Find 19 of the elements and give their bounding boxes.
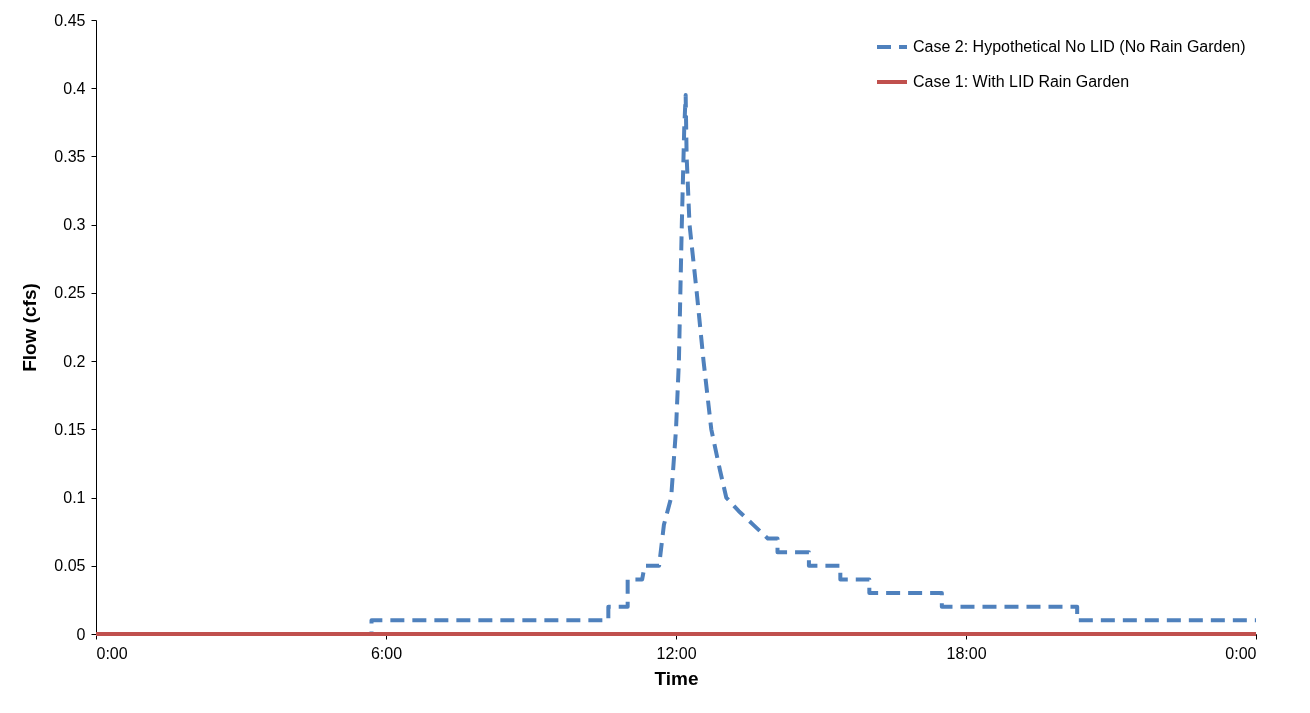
x-tick-label: 0:00: [96, 644, 128, 662]
legend-label: Case 2: Hypothetical No LID (No Rain Garden): [913, 38, 1246, 55]
y-tick-label: 0: [76, 625, 86, 643]
y-tick-label: 0.05: [54, 557, 86, 575]
x-tick-label: 18:00: [946, 644, 987, 662]
y-tick-label: 0.15: [54, 420, 86, 438]
y-tick-label: 0.3: [63, 216, 86, 234]
x-tick-label: 0:00: [1225, 644, 1257, 662]
x-tick-label: 12:00: [656, 644, 697, 662]
y-tick-label: 0.45: [54, 11, 86, 29]
y-tick-label: 0.35: [54, 147, 86, 165]
y-axis-title: Flow (cfs): [19, 283, 41, 372]
legend-label: Case 1: With LID Rain Garden: [913, 73, 1130, 90]
x-axis-title: Time: [654, 667, 699, 689]
x-tick-label: 6:00: [370, 644, 403, 662]
y-tick-label: 0.4: [63, 79, 86, 97]
y-tick-label: 0.25: [54, 284, 86, 302]
y-tick-label: 0.1: [63, 489, 86, 507]
y-tick-label: 0.2: [63, 352, 86, 370]
